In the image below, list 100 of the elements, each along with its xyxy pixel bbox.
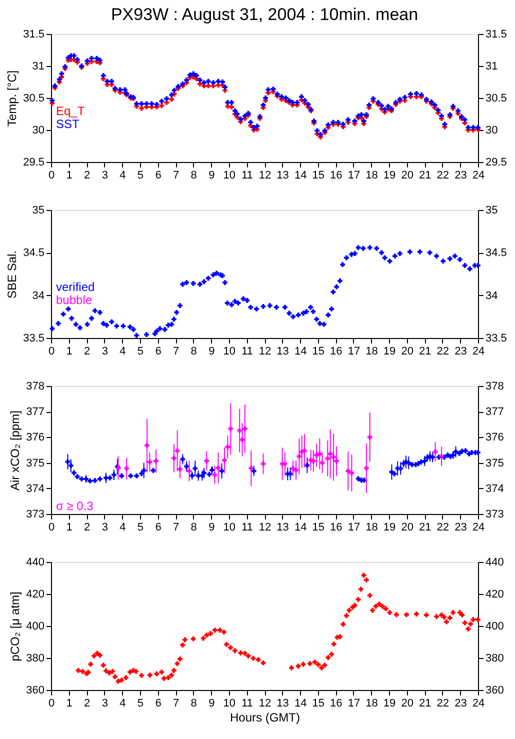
- x-tick-label: 3: [102, 522, 108, 534]
- x-tick-label: 11: [241, 170, 253, 182]
- x-tick-label: 4: [120, 698, 126, 710]
- x-tick-label: 1: [66, 346, 72, 358]
- x-tick-label: 12: [258, 346, 272, 358]
- x-tick-label: 21: [419, 346, 432, 358]
- x-tick-label: 3: [102, 698, 108, 710]
- x-tick-label: 18: [366, 698, 378, 710]
- x-tick-label: 10: [223, 346, 236, 358]
- x-tick-label: 18: [366, 346, 378, 358]
- x-tick-label: 5: [137, 522, 144, 534]
- x-tick-label: 7: [172, 346, 180, 358]
- x-tick-label: 8: [190, 698, 197, 710]
- x-tick-label: 14: [294, 346, 307, 358]
- x-tick-label: 1: [66, 698, 72, 710]
- y2-tick-label: 29.5: [486, 156, 507, 168]
- x-tick-label: 18: [366, 522, 378, 534]
- x-tick-label: 1: [66, 170, 72, 182]
- x-tick-label: 11: [241, 522, 253, 534]
- x-tick-label: 20: [401, 346, 414, 358]
- x-tick-label: 16: [330, 170, 342, 182]
- x-tick-label: 2: [84, 346, 90, 358]
- x-tick-label: 15: [312, 346, 324, 358]
- y2-tick-label: 31: [486, 60, 498, 72]
- x-tick-label: 10: [223, 698, 236, 710]
- x-tick-label: 21: [419, 522, 432, 534]
- x-tick-label: 22: [436, 170, 450, 182]
- y-tick-label: 35: [32, 204, 44, 216]
- y2-tick-label: 378: [486, 380, 504, 392]
- x-tick-label: 15: [312, 170, 324, 182]
- y2-tick-label: 375: [486, 457, 504, 470]
- y-axis-title: pCO₂ [μ atm]: [8, 592, 22, 662]
- x-tick-label: 23: [454, 346, 467, 358]
- x-tick-label: 23: [454, 698, 467, 710]
- x-tick-label: 22: [436, 698, 450, 710]
- x-tick-label: 1: [66, 522, 72, 534]
- x-tick-label: 24: [472, 346, 485, 358]
- x-tick-label: 10: [223, 522, 236, 534]
- x-tick-label: 21: [419, 698, 432, 710]
- y-tick-label: 360: [26, 684, 44, 696]
- y2-tick-label: 400: [486, 620, 504, 632]
- x-tick-label: 2: [84, 522, 90, 534]
- y-tick-label: 378: [26, 380, 44, 392]
- x-tick-label: 13: [276, 698, 289, 710]
- legend-label: bubble: [56, 293, 92, 307]
- x-tick-label: 13: [276, 522, 289, 534]
- x-tick-label: 0: [48, 698, 55, 710]
- x-tick-label: 16: [330, 522, 342, 534]
- x-tick-label: 24: [472, 170, 485, 182]
- x-tick-label: 7: [172, 522, 180, 534]
- y2-tick-label: 34: [486, 290, 498, 302]
- series-label: verified: [56, 280, 95, 294]
- x-tick-label: 17: [348, 170, 360, 182]
- x-tick-label: 4: [120, 522, 126, 534]
- x-tick-label: 11: [241, 346, 253, 358]
- x-tick-label: 3: [102, 346, 108, 358]
- x-tick-label: 8: [190, 346, 197, 358]
- y-tick-label: 376: [26, 432, 44, 444]
- y-tick-label: 380: [26, 652, 44, 664]
- x-tick-label: 20: [401, 522, 414, 534]
- x-tick-label: 11: [241, 698, 253, 710]
- y-tick-label: 374: [26, 482, 44, 495]
- x-tick-label: 9: [208, 522, 215, 534]
- x-tick-label: 20: [401, 170, 414, 182]
- x-tick-label: 7: [172, 170, 180, 182]
- x-tick-label: 24: [472, 522, 485, 534]
- x-tick-label: 13: [276, 346, 289, 358]
- x-tick-label: 22: [436, 346, 450, 358]
- x-tick-label: 14: [294, 170, 307, 182]
- y2-tick-label: 380: [486, 652, 504, 664]
- x-tick-label: 16: [330, 698, 342, 710]
- series-label: SST: [56, 117, 80, 131]
- x-tick-label: 13: [276, 170, 289, 182]
- y-axis-title: SBE Sal.: [5, 250, 20, 299]
- y-tick-label: 29.5: [23, 156, 44, 168]
- x-tick-label: 17: [348, 698, 360, 710]
- x-axis-title: Hours (GMT): [230, 710, 300, 724]
- y2-tick-label: 35: [486, 204, 498, 216]
- y-tick-label: 420: [26, 588, 44, 600]
- x-tick-label: 19: [383, 522, 396, 534]
- y-tick-label: 31.5: [23, 28, 44, 40]
- x-tick-label: 15: [312, 698, 324, 710]
- y2-tick-label: 376: [486, 432, 504, 444]
- x-tick-label: 21: [419, 170, 432, 182]
- x-tick-label: 14: [294, 698, 307, 710]
- x-tick-label: 8: [190, 170, 197, 182]
- x-tick-label: 6: [155, 346, 162, 358]
- chart-title: PX93W : August 31, 2004 : 10min. mean: [110, 5, 418, 24]
- x-tick-label: 3: [102, 170, 108, 182]
- x-tick-label: 6: [155, 170, 162, 182]
- y-tick-label: 373: [26, 508, 44, 520]
- x-tick-label: 24: [472, 698, 485, 710]
- y-axis-title: Temp. [°C]: [5, 70, 20, 127]
- x-tick-label: 22: [436, 522, 450, 534]
- y2-tick-label: 360: [486, 684, 504, 696]
- x-tick-label: 9: [208, 346, 215, 358]
- x-tick-label: 5: [137, 698, 144, 710]
- y-tick-label: 31: [32, 60, 44, 72]
- x-tick-label: 2: [84, 170, 90, 182]
- x-tick-label: 6: [155, 522, 162, 534]
